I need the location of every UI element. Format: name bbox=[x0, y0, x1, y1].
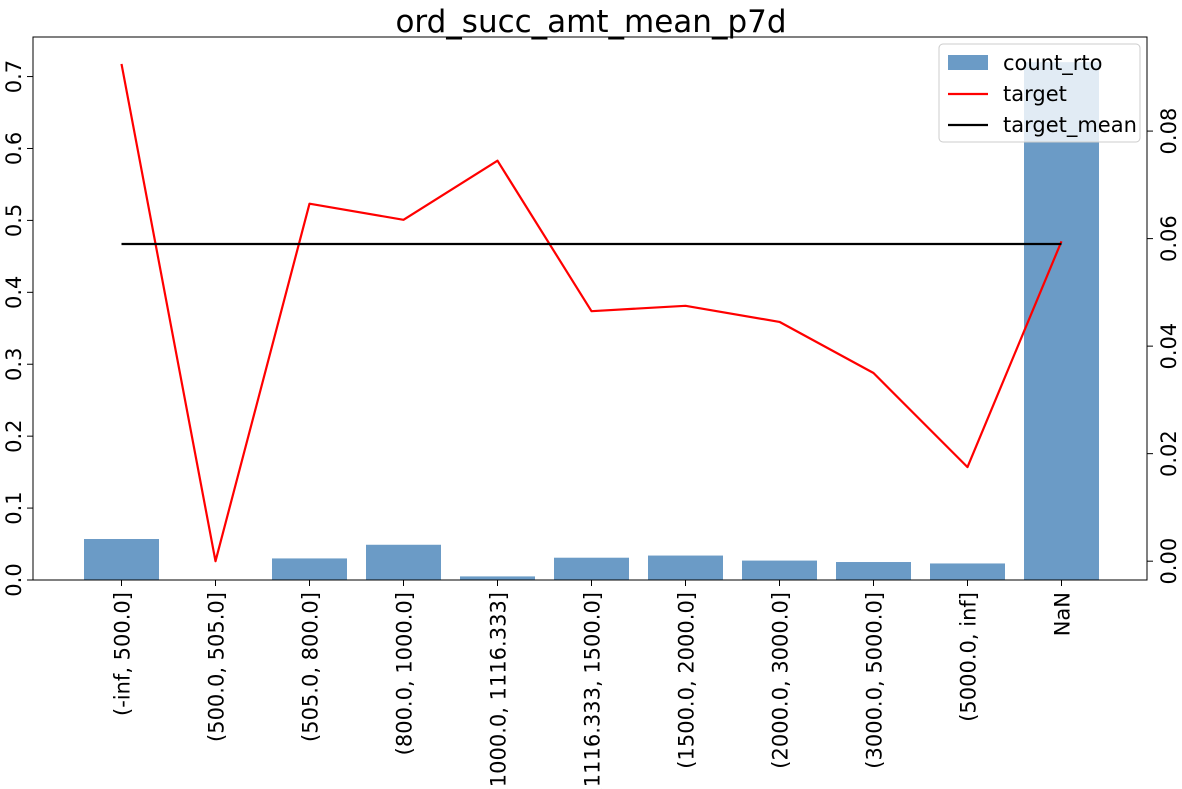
left-tick-label: 0.2 bbox=[2, 419, 26, 452]
legend-label-target-mean: target_mean bbox=[1003, 113, 1137, 138]
left-tick-label: 0.4 bbox=[2, 276, 26, 309]
bar-5000-0-inf bbox=[930, 563, 1005, 580]
x-tick-label-505-0-800-0: (505.0, 800.0] bbox=[299, 592, 323, 742]
x-tick-label-3000-0-5000-0: (3000.0, 5000.0] bbox=[863, 592, 887, 769]
x-tick-label-1500-0-2000-0: (1500.0, 2000.0] bbox=[675, 592, 699, 769]
right-tick-label: 0.08 bbox=[1157, 108, 1181, 155]
left-axis: 0.0 0.1 0.2 0.3 0.4 0.5 0.6 0.7 bbox=[2, 60, 33, 597]
plot-frame bbox=[32, 36, 1148, 581]
bar-800-0-1000-0 bbox=[366, 544, 441, 580]
line-target bbox=[120, 63, 1063, 563]
legend-box bbox=[938, 43, 1141, 143]
right-tick-label: 0.02 bbox=[1157, 430, 1181, 477]
left-tick-label: 0.5 bbox=[2, 204, 26, 237]
x-tick-label-1000-0-1116-333: (1000.0, 1116.333] bbox=[487, 592, 511, 789]
bar-1500-0-2000-0 bbox=[648, 555, 723, 580]
bar-inf-500-0 bbox=[84, 539, 159, 580]
x-tick-label-5000-0-inf: (5000.0, inf] bbox=[957, 592, 981, 722]
left-tick-label: 0.0 bbox=[2, 563, 26, 596]
bar-2000-0-3000-0 bbox=[742, 560, 817, 580]
right-tick-label: 0.06 bbox=[1157, 215, 1181, 262]
legend-swatch-count-rto bbox=[948, 55, 988, 70]
bar-3000-0-5000-0 bbox=[836, 562, 911, 580]
left-tick-label: 0.6 bbox=[2, 132, 26, 165]
left-tick-label: 0.3 bbox=[2, 348, 26, 381]
left-tick-label: 0.7 bbox=[2, 60, 26, 93]
legend-label-target: target bbox=[1003, 82, 1067, 106]
left-tick-label: 0.1 bbox=[2, 491, 26, 524]
x-tick-label-2000-0-3000-0: (2000.0, 3000.0] bbox=[769, 592, 793, 769]
x-tick-label-inf-500-0: (-inf, 500.0] bbox=[111, 592, 135, 716]
right-tick-label: 0.04 bbox=[1157, 323, 1181, 370]
bar-nan bbox=[1024, 62, 1099, 581]
bar-series-count-rto bbox=[84, 62, 1099, 581]
x-tick-label-1116-333-1500-0: (1116.333, 1500.0] bbox=[581, 592, 605, 789]
x-tick-label-nan: NaN bbox=[1051, 592, 1075, 636]
bar-1000-0-1116-333 bbox=[460, 576, 535, 580]
chart-title: ord_succ_amt_mean_p7d bbox=[395, 4, 786, 40]
x-tick-label-800-0-1000-0: (800.0, 1000.0] bbox=[393, 592, 417, 755]
x-tick-label-500-0-505-0: (500.0, 505.0] bbox=[205, 592, 229, 742]
line-series-group bbox=[120, 63, 1063, 563]
right-tick-label: 0.00 bbox=[1157, 538, 1181, 585]
bar-1116-333-1500-0 bbox=[554, 557, 629, 580]
legend-label-count-rto: count_rto bbox=[1003, 51, 1102, 76]
bar-505-0-800-0 bbox=[272, 558, 347, 580]
x-axis: (-inf, 500.0] (500.0, 505.0] (505.0, 800.0… bbox=[111, 580, 1075, 789]
right-axis: 0.00 0.02 0.04 0.06 0.08 bbox=[1147, 108, 1181, 585]
